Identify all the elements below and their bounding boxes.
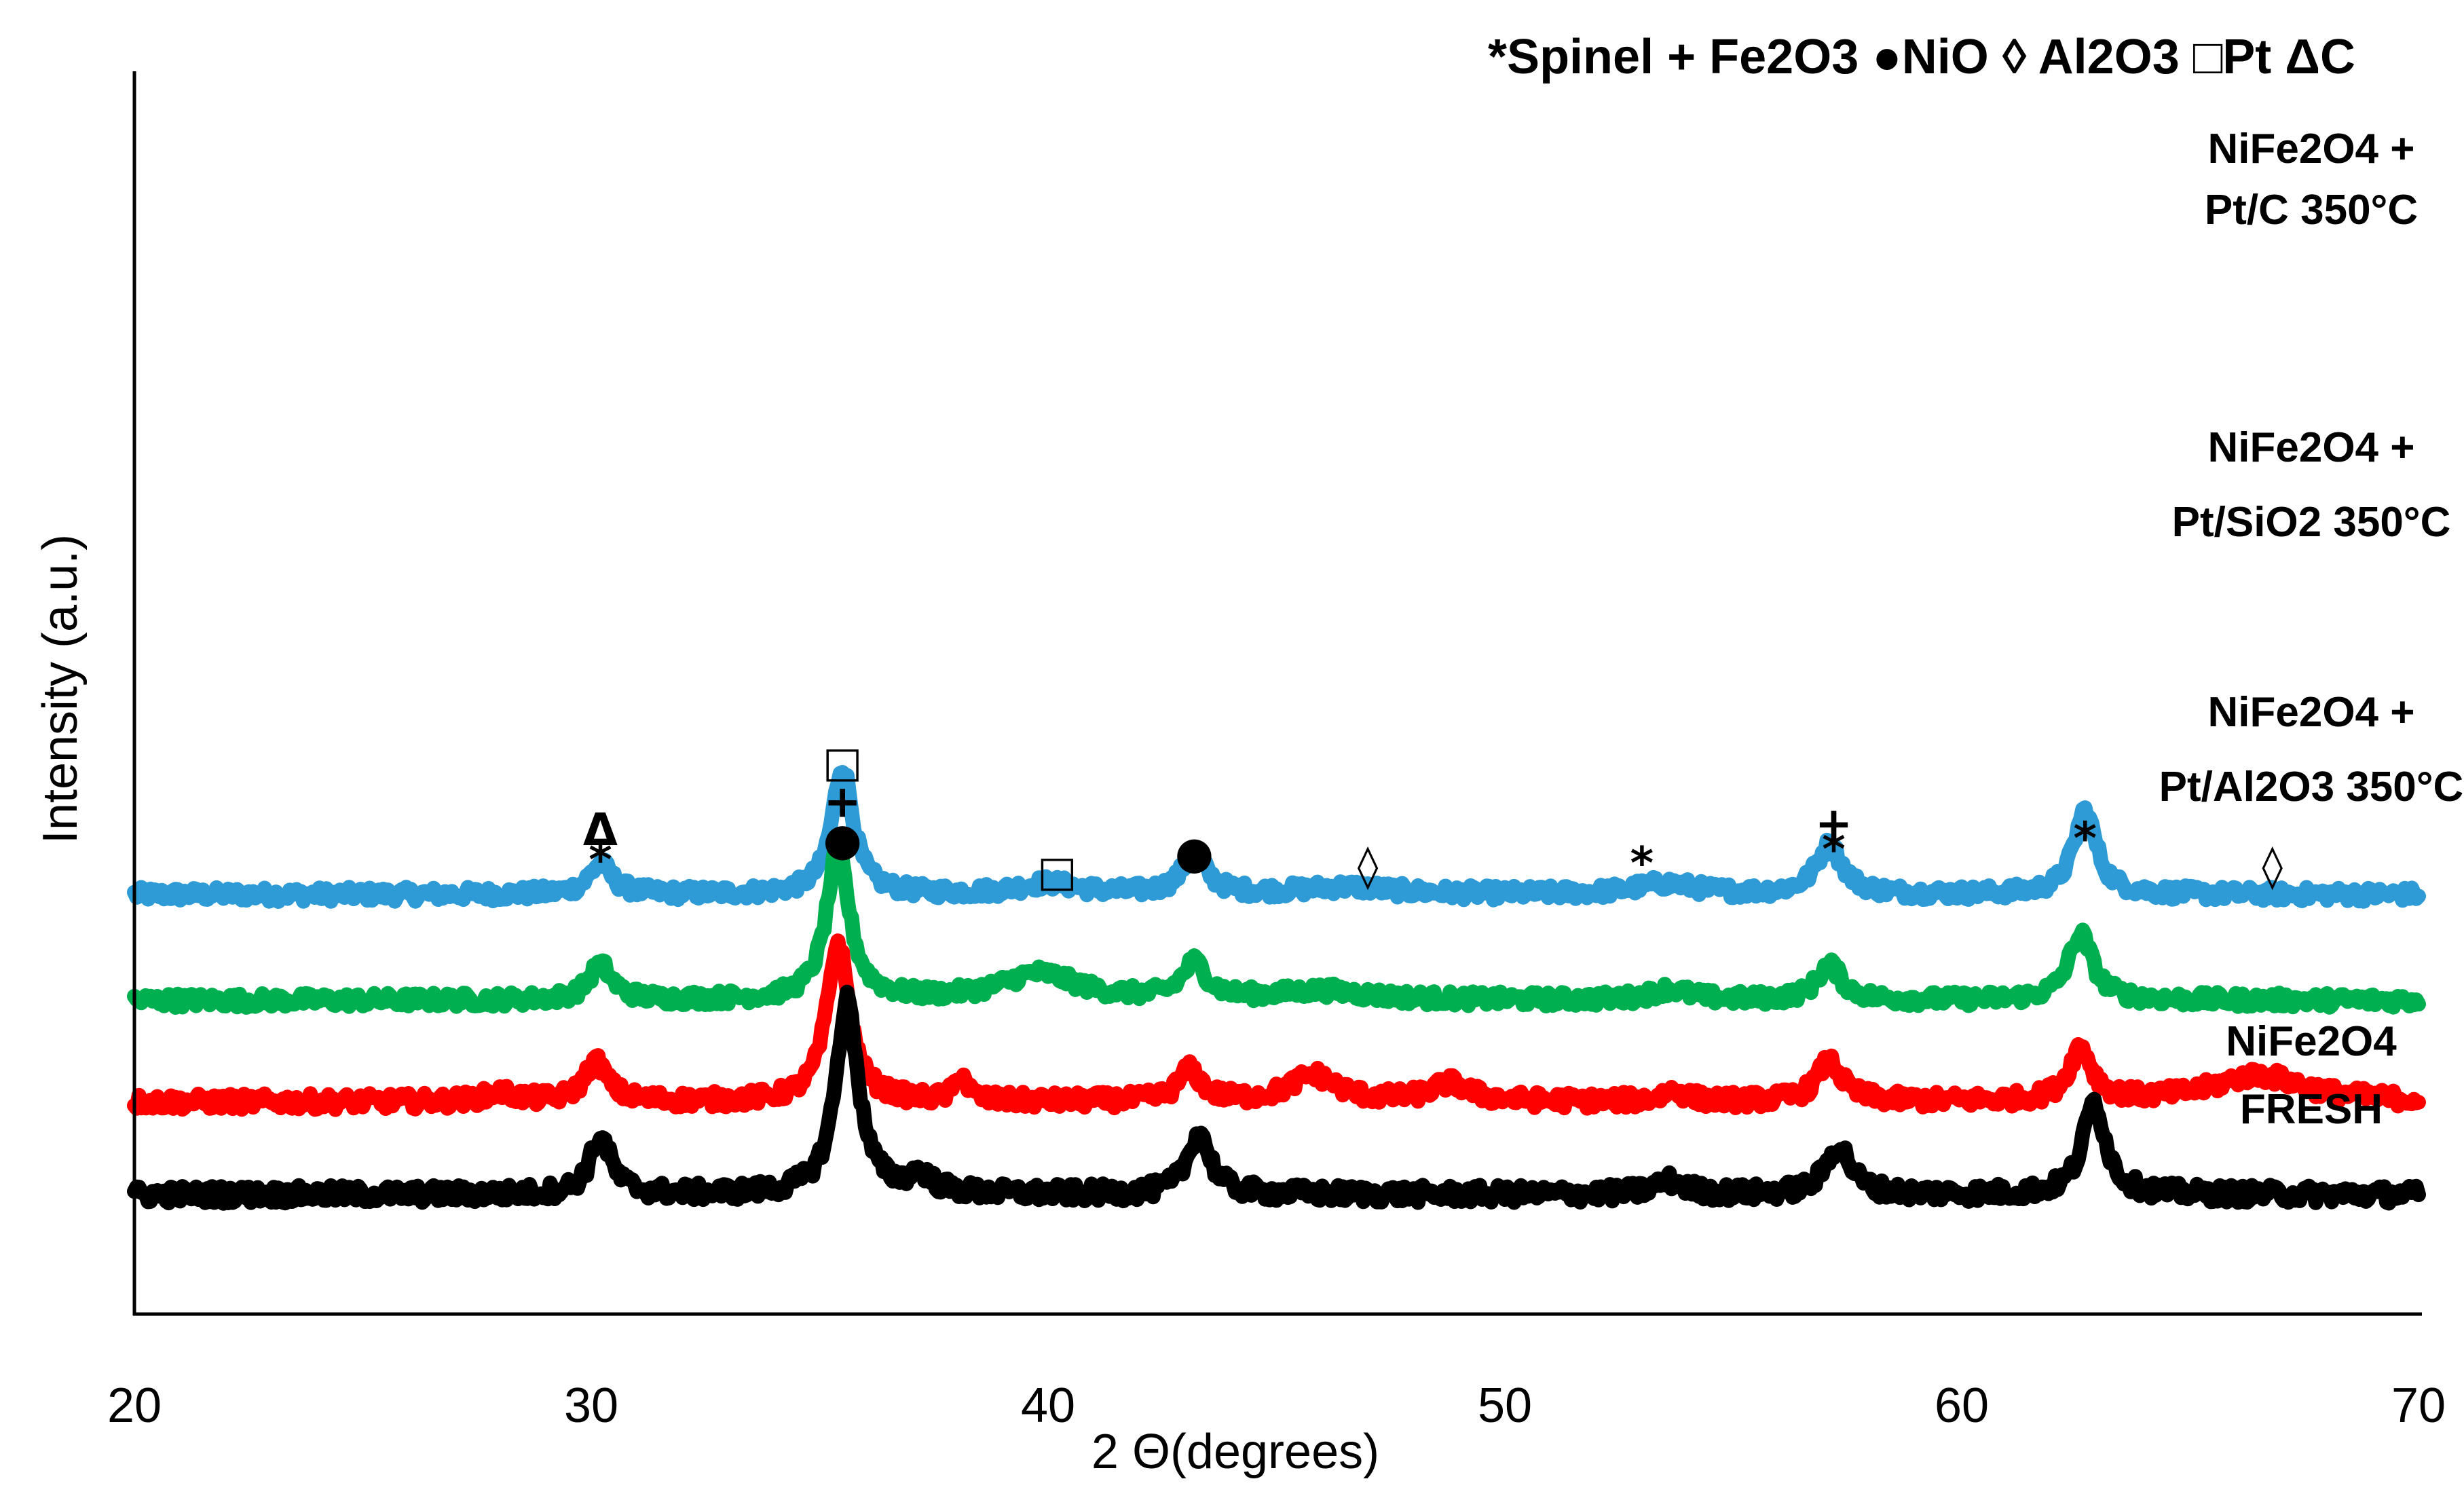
peak-marker-12: ◊ <box>2262 841 2283 891</box>
peak-marker-7: ◊ <box>1358 841 1379 891</box>
peak-marker-9: + <box>1815 798 1852 850</box>
series-label-3-0: NiFe2O4 <box>2226 1018 2397 1065</box>
series-label-3-1: FRESH <box>2240 1086 2383 1133</box>
peak-marker-2: ● <box>823 814 862 866</box>
peak-marker-5: □ <box>1037 846 1077 896</box>
series-line-1 <box>127 838 2426 1015</box>
peak-marker-6: ● <box>1175 827 1214 879</box>
series-line-2 <box>127 933 2426 1117</box>
series-label-0-1: Pt/C 350°C <box>2205 187 2418 233</box>
series-label-2-0: NiFe2O4 + <box>2208 689 2415 736</box>
peak-marker-10: * <box>1822 823 1846 876</box>
peak-marker-4: * <box>589 834 612 886</box>
peak-marker-1: + <box>823 776 861 828</box>
x-tick-label-5: 70 <box>2391 1379 2446 1433</box>
series-line-0 <box>127 765 2426 909</box>
peak-marker-0: □ <box>823 737 863 787</box>
y-axis-title: Intensity (a.u.) <box>33 534 88 844</box>
x-tick-labels: 20 30 40 50 60 70 <box>107 1379 2446 1433</box>
peak-markers: □+●Δ* □ ● ◊ *+* *◊ <box>583 737 2283 896</box>
series-label-1-0: NiFe2O4 + <box>2208 424 2415 471</box>
x-tick-label-0: 20 <box>107 1379 162 1433</box>
series-label-1-1: Pt/SiO2 350°C <box>2172 499 2451 546</box>
series-labels: NiFe2O4 + Pt/C 350°C NiFe2O4 + Pt/SiO2 350°… <box>2159 126 2464 1133</box>
peak-marker-8: * <box>1630 838 1654 890</box>
series-label-2-1: Pt/Al2O3 350°C <box>2159 764 2464 810</box>
peak-marker-11: * <box>2073 812 2097 865</box>
legend-text: *Spinel + Fe2O3 ●NiO ◊ Al2O3 □Pt ΔC <box>1488 30 2355 84</box>
x-axis-title: 2 Θ(degrees) <box>1091 1425 1379 1479</box>
series-line-3 <box>127 984 2426 1211</box>
x-tick-label-2: 40 <box>1021 1379 1075 1433</box>
series-label-0-0: NiFe2O4 + <box>2208 126 2415 172</box>
x-tick-label-4: 60 <box>1935 1379 1989 1433</box>
x-tick-label-1: 30 <box>564 1379 618 1433</box>
plot-traces <box>127 765 2426 1211</box>
peak-marker-3: Δ <box>583 804 618 856</box>
x-tick-label-3: 50 <box>1478 1379 1532 1433</box>
